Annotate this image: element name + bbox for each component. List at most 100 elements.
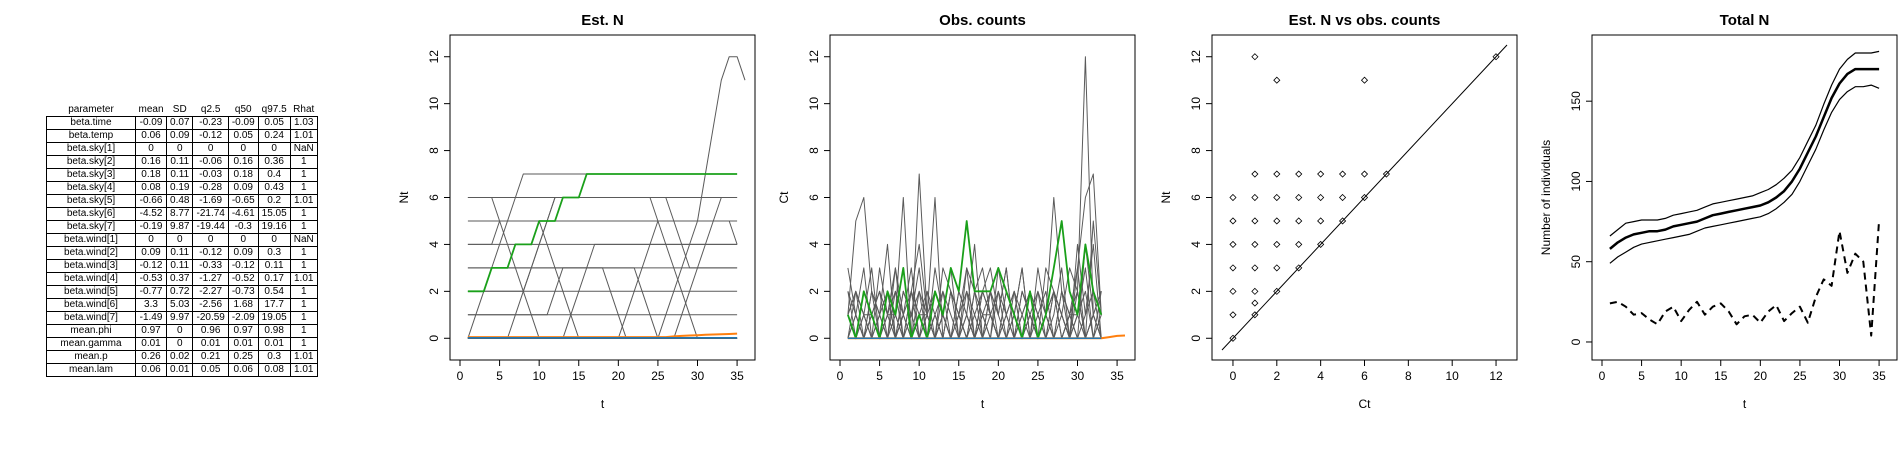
scatter-point	[1317, 217, 1325, 225]
y-tick-label: 0	[807, 335, 821, 342]
scatter-point	[1339, 217, 1347, 225]
scatter-point	[1251, 287, 1259, 295]
scatter-point	[1273, 287, 1281, 295]
scatter-point	[1251, 240, 1259, 248]
y-tick-label: 6	[427, 194, 441, 201]
y-axis-label: Nt	[397, 191, 411, 204]
table-header-q50: q50	[234, 104, 252, 115]
y-tick-label: 2	[807, 288, 821, 295]
scatter-point	[1273, 76, 1281, 84]
y-tick-label: 10	[807, 97, 821, 111]
table-row: beta.wind[6] 3.3 5.03 -2.56 1.68 17.7 1	[46, 298, 318, 312]
y-tick-label: 2	[427, 288, 441, 295]
x-tick-label: 25	[651, 369, 665, 383]
chart-title: Est. N	[581, 12, 624, 29]
scatter-point	[1360, 76, 1369, 84]
y-tick-label: 6	[1189, 194, 1203, 201]
series-line-dashed	[1609, 219, 1881, 337]
panel-obs-counts: Obs. counts t Ct 0 5 10 15 20 25 30 35 0 2 4 6 8 10 12	[777, 12, 1136, 411]
x-tick-label: 35	[1110, 369, 1124, 383]
x-tick-label: 10	[1674, 369, 1688, 383]
identity-line	[1221, 44, 1508, 351]
y-tick-label: 4	[1189, 241, 1203, 248]
table-cell-rhat: 1.01	[289, 363, 318, 377]
panel-est-n: Est. N t Nt 0 5 10 15 20 25 30 35 0 2 4 6 8 10 12	[397, 12, 756, 411]
scatter-point	[1382, 170, 1390, 178]
x-axis-label: t	[981, 397, 985, 411]
series-line-green	[467, 173, 738, 293]
table-header-parameter: parameter	[68, 104, 114, 115]
table-row: beta.sky[1] 0 0 0 0 0 NaN	[46, 142, 318, 156]
scatter-point	[1273, 264, 1281, 272]
x-tick-label: 25	[1793, 369, 1807, 383]
x-tick-label: 25	[1031, 369, 1045, 383]
table-row: mean.p 0.26 0.02 0.21 0.25 0.3 1.01	[46, 350, 318, 364]
table-row: beta.sky[5] -0.66 0.48 -1.69 -0.65 0.2 1.01	[46, 194, 318, 208]
table-header-row: parameter mean SD q2.5 q50 q97.5 Rhat	[47, 104, 318, 117]
table-row: beta.wind[7] -1.49 9.97 -20.59 -2.09 19.05 1	[46, 311, 318, 325]
series-line	[467, 220, 738, 339]
table-cell-q97-5: 0.08	[257, 363, 291, 377]
scatter-point	[1251, 193, 1259, 202]
y-tick-label: 4	[807, 241, 821, 248]
scatter-point	[1251, 264, 1259, 272]
series-line	[467, 267, 738, 339]
table-cell-q2-5: 0.05	[192, 363, 229, 377]
table-cell-parameter: mean.lam	[46, 363, 136, 377]
series-line	[467, 267, 738, 339]
y-axis-label: Ct	[777, 191, 791, 204]
series-line	[847, 197, 1102, 339]
scatter-point	[1229, 264, 1237, 272]
parameter-summary-table: parameter mean SD q2.5 q50 q97.5 Rhat beta.tim…	[46, 104, 318, 377]
scatter-point	[1229, 334, 1237, 342]
plot-frame	[1591, 34, 1898, 361]
y-tick-label: 6	[807, 194, 821, 201]
series-line-lower	[1609, 84, 1880, 264]
table-body: beta.time -0.09 0.07 -0.23 -0.09 0.05 1.03 beta…	[46, 116, 318, 377]
y-tick-label: 8	[427, 147, 441, 154]
y-tick-label: 2	[1189, 288, 1203, 295]
y-tick-label: 0	[427, 335, 441, 342]
series-line	[847, 243, 1102, 339]
table-header-sd: SD	[172, 104, 187, 115]
table-row: beta.temp 0.06 0.09 -0.12 0.05 0.24 1.01	[46, 129, 318, 143]
x-tick-label: 0	[1230, 369, 1237, 383]
x-tick-label: 2	[1273, 369, 1280, 383]
x-axis-label: t	[601, 397, 605, 411]
scatter-point	[1251, 170, 1259, 178]
chart-title: Est. N vs obs. counts	[1289, 12, 1441, 29]
table-row: beta.sky[2] 0.16 0.11 -0.06 0.16 0.36 1	[46, 155, 318, 169]
y-tick-label: 10	[1189, 97, 1203, 111]
y-axis-label: Nt	[1159, 191, 1173, 204]
y-tick-label: 12	[1189, 50, 1203, 64]
y-tick-label: 0	[1189, 335, 1203, 342]
x-tick-label: 30	[1071, 369, 1085, 383]
x-tick-label: 5	[876, 369, 883, 383]
scatter-point	[1295, 193, 1303, 202]
table-row: beta.time -0.09 0.07 -0.23 -0.09 0.05 1.03	[46, 116, 318, 130]
scatter-point	[1339, 170, 1347, 178]
scatter-point	[1317, 240, 1325, 248]
scatter-point	[1360, 193, 1369, 202]
table-row: mean.lam 0.06 0.01 0.05 0.06 0.08 1.01	[46, 363, 318, 377]
scatter-point	[1273, 217, 1281, 225]
x-tick-label: 20	[992, 369, 1006, 383]
x-tick-label: 4	[1317, 369, 1324, 383]
y-tick-label: 150	[1569, 91, 1583, 111]
table-row: beta.wind[5] -0.77 0.72 -2.27 -0.73 0.54 1	[46, 285, 318, 299]
parameter-summary-table-wrap: parameter mean SD q2.5 q50 q97.5 Rhat beta.tim…	[46, 104, 318, 377]
scatter-point	[1295, 240, 1303, 248]
table-row: mean.gamma 0.01 0 0.01 0.01 0.01 1	[46, 337, 318, 351]
scatter-point	[1251, 53, 1259, 61]
scatter-point	[1339, 193, 1347, 202]
scatter-point	[1360, 170, 1369, 178]
plot-area	[1609, 50, 1881, 337]
scatter-point	[1251, 299, 1259, 307]
x-tick-label: 5	[1638, 369, 1645, 383]
series-line	[467, 173, 738, 339]
scatter-point	[1317, 170, 1325, 178]
x-tick-label: 12	[1489, 369, 1503, 383]
x-tick-label: 15	[1714, 369, 1728, 383]
scatter-point	[1229, 217, 1237, 225]
